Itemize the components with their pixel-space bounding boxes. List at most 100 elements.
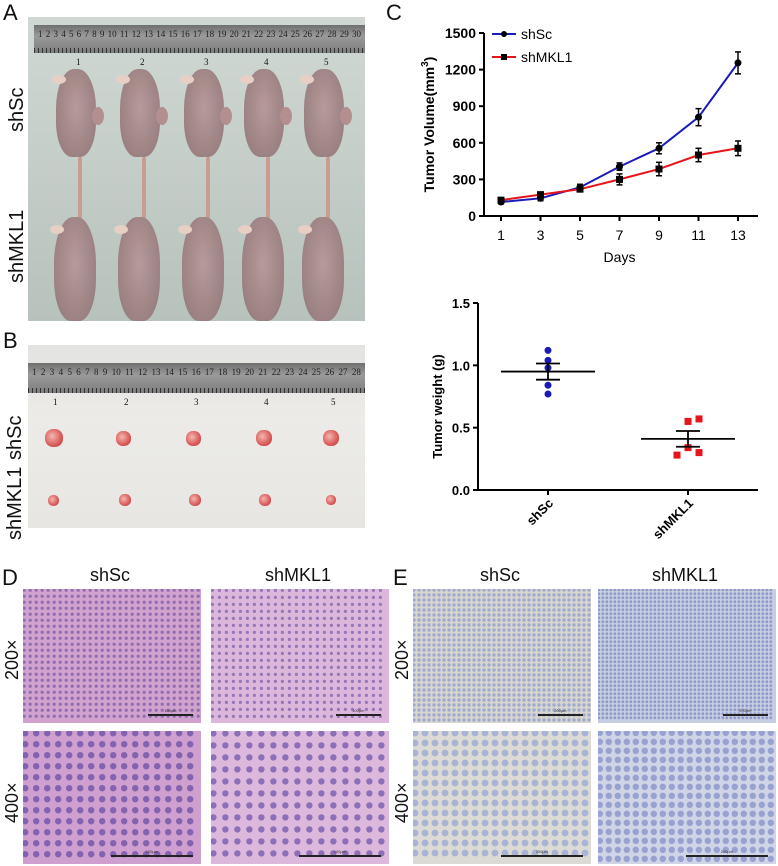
tumor-number: 1	[53, 397, 58, 407]
ruler-number: 6	[76, 29, 82, 39]
mouse-shmkl1	[118, 217, 160, 321]
tumor-shmkl1	[326, 495, 336, 505]
ruler-number: 14	[164, 367, 174, 377]
ruler: 1 2 3 4 5 6 7 8 9 10 11 12 13 14 15 16 17 18 19 20 21 22 23 24 2…	[28, 363, 365, 393]
scale-bar-label: 100μm	[352, 708, 365, 713]
tumor-shsc	[323, 430, 339, 446]
column-title-shsc: shSc	[90, 565, 131, 585]
ruler-number: 7	[84, 29, 89, 39]
data-point	[544, 381, 552, 389]
tumor-shmkl1	[48, 494, 59, 506]
x-tick-label: 7	[616, 227, 624, 243]
panel-label-c: C	[386, 0, 402, 25]
data-point	[544, 356, 552, 364]
ruler-number: 20	[229, 29, 239, 39]
mouse-shmkl1	[242, 217, 284, 321]
ruler-number: 20	[245, 367, 254, 377]
scale-bar-label: 200μm	[739, 708, 752, 713]
y-tick-label: 600	[453, 135, 477, 151]
ruler-number: 9	[99, 29, 105, 39]
mouse-number: 5	[324, 57, 329, 67]
scale-bar	[299, 855, 381, 857]
ruler-number: 2	[40, 367, 46, 377]
ruler-number: 26	[303, 29, 313, 39]
ruler: 1 2 3 4 5 6 7 8 9 10 11 12 13 14 15 16 17 18 19 20 21 22 23 24 2…	[34, 25, 365, 53]
scale-bar	[148, 714, 193, 716]
row-label-shmkl1: shMKL1	[4, 466, 26, 540]
scale-bar	[501, 855, 583, 857]
ruler-number: 25	[311, 367, 321, 377]
ruler-number: 19	[217, 29, 227, 39]
y-tick-label: 1500	[445, 25, 476, 41]
ruler-number: 5	[67, 367, 72, 377]
x-tick-label: 9	[655, 227, 663, 243]
scale-bar	[686, 855, 768, 857]
ruler-number: 25	[290, 29, 300, 39]
x-tick-label: 5	[576, 227, 584, 243]
ruler-number: 28	[327, 29, 337, 39]
ruler-number: 26	[325, 367, 335, 377]
x-tick-label: 13	[730, 227, 746, 243]
ruler-number: 16	[191, 367, 201, 377]
scale-bar	[723, 714, 768, 716]
ruler-number: 8	[92, 29, 97, 39]
x-axis-label: Days	[604, 249, 636, 265]
scale-bar	[111, 855, 193, 857]
row-label-shsc: shSc	[6, 87, 28, 132]
ruler-number: 10	[107, 29, 117, 39]
y-tick-label: 1.5	[452, 296, 470, 311]
scale-bar-label: 200μm	[720, 849, 733, 854]
ruler-number: 12	[131, 29, 141, 39]
ruler-number: 28	[351, 367, 361, 377]
ruler-number: 11	[125, 367, 134, 377]
tumor-number: 3	[194, 397, 199, 407]
ruler-number: 15	[168, 29, 178, 39]
ihc-stain-shmkl1-400x: 200μm	[598, 731, 776, 864]
tumor-shmkl1	[259, 494, 271, 506]
scale-bar-label: 100μm	[145, 849, 158, 854]
tumor-shmkl1	[119, 494, 131, 506]
row-label-200x: 200×	[392, 639, 412, 680]
panel-label-d: D	[2, 565, 18, 590]
mouse-shsc	[304, 69, 344, 157]
mouse-number: 4	[264, 57, 269, 67]
ruler-number: 23	[266, 29, 276, 39]
ruler-number: 5	[68, 29, 74, 39]
data-point	[695, 415, 703, 423]
ruler-number: 21	[258, 367, 268, 377]
tumor-shsc	[186, 430, 201, 446]
ruler-number: 14	[156, 29, 166, 39]
ruler-number: 10	[111, 367, 121, 377]
mouse-shsc	[56, 69, 96, 157]
x-tick-label: 1	[497, 227, 505, 243]
ruler-number: 30	[351, 29, 361, 39]
tumor-shmkl1	[189, 494, 201, 506]
ruler-number: 16	[180, 29, 190, 39]
scale-bar-label: 100μm	[164, 708, 177, 713]
ruler-number: 24	[298, 367, 308, 377]
x-tick-label: 3	[537, 227, 545, 243]
ruler-number: 17	[204, 367, 214, 377]
data-point	[544, 346, 552, 354]
ruler-number: 12	[138, 367, 148, 377]
tumor-shsc	[116, 430, 131, 446]
row-label-400x: 400×	[2, 782, 22, 823]
y-tick-label: 1200	[445, 62, 476, 78]
ruler-number: 11	[119, 29, 129, 39]
ruler-number: 8	[94, 367, 99, 377]
data-point	[544, 390, 552, 398]
y-axis-label: Tumor weight (g)	[430, 354, 445, 458]
x-tick-label: shSc	[524, 496, 557, 529]
ruler-number: 2	[45, 29, 51, 39]
row-label-400x: 400×	[392, 782, 412, 823]
ihc-stain-shmkl1-200x: 200μm	[598, 589, 776, 723]
he-stain-shmkl1-400x: 100μm	[211, 731, 389, 864]
y-tick-label: 900	[453, 98, 477, 114]
ruler-number: 15	[178, 367, 188, 377]
ruler-number: 18	[205, 29, 215, 39]
ruler-number: 29	[339, 29, 349, 39]
y-axis-label: Tumor Volume(mm3)	[420, 57, 437, 193]
y-tick-label: 1.0	[452, 358, 470, 373]
row-label-shmkl1: shMKL1	[6, 209, 28, 283]
ihc-stain-shsc-400x: 200μm	[413, 731, 591, 864]
